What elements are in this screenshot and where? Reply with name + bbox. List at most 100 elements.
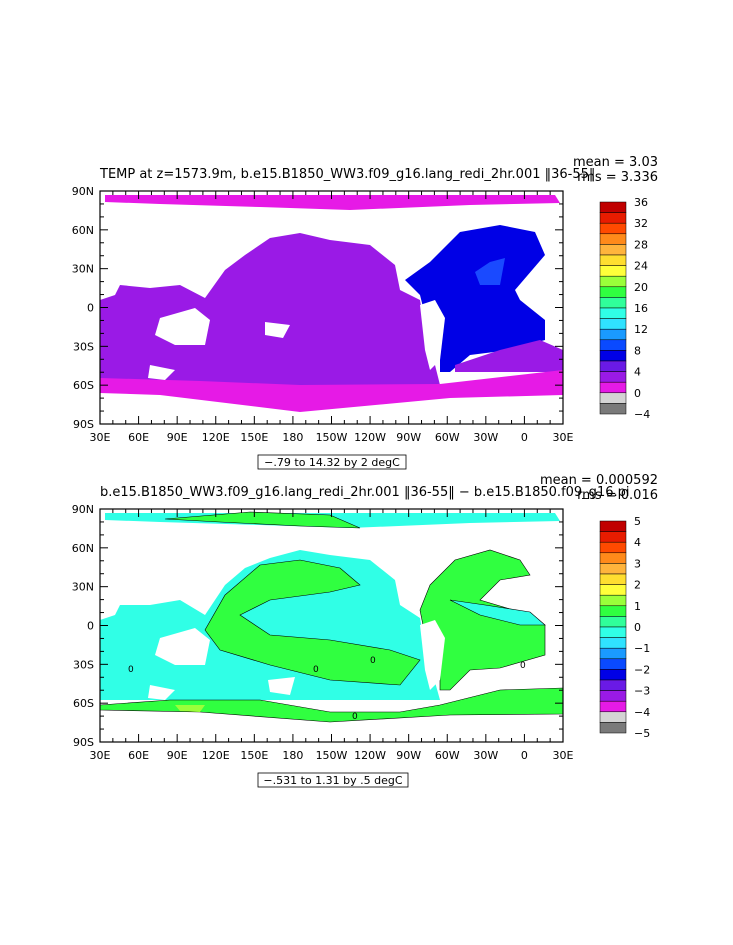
lon-tick-label: 30W [473, 749, 498, 762]
equatorial-band-diff [204, 559, 421, 686]
panel-1-rms: rms = 3.336 [577, 170, 658, 185]
lat-tick-label: 60N [72, 224, 94, 237]
panel-1-lon-axis: 30E 60E 90E 120E 150E 180 150W 120W 90W 60W 30W 0 30… [90, 191, 574, 444]
panel-2-lon-axis: 30E 60E 90E 120E 150E 180 150W 120W 90W 60W 30W 0 30… [90, 509, 574, 762]
colorbar-swatch [599, 297, 627, 309]
lat-tick-label: 30S [73, 658, 94, 671]
panel-1: TEMP at z=1573.9m, b.e15.B1850_WW3.f09_g… [72, 155, 658, 470]
panel-2-mean: mean = 0.000592 [540, 473, 658, 488]
colorbar-swatch [599, 573, 627, 585]
lon-tick-label: 30E [90, 749, 111, 762]
south-atlantic [455, 340, 563, 372]
contour-label: 0 [128, 665, 134, 675]
colorbar-label: −3 [634, 685, 650, 698]
colorbar-swatch [599, 254, 627, 266]
panel-2-lat-axis: 90N 60N 30N 0 30S 60S 90S [72, 503, 563, 749]
lon-tick-label: 90E [167, 431, 188, 444]
lon-tick-label: 30E [553, 749, 574, 762]
colorbar-swatch [599, 679, 627, 691]
lat-tick-label: 60N [72, 542, 94, 555]
indo-pacific-basin [100, 233, 440, 385]
lon-tick-label: 30E [90, 431, 111, 444]
colorbar-swatch [599, 318, 627, 330]
lat-tick-label: 90N [72, 503, 94, 516]
colorbar-swatch [599, 212, 627, 224]
lon-tick-label: 0 [521, 749, 528, 762]
lat-tick-label: 0 [87, 302, 94, 315]
colorbar-swatch [599, 669, 627, 681]
colorbar-swatch [599, 584, 627, 596]
colorbar-swatch [599, 541, 627, 554]
contour-label: 0 [313, 665, 319, 675]
colorbar-label: −4 [634, 408, 650, 421]
contour-label: 0 [370, 656, 376, 666]
colorbar-label: −5 [634, 727, 650, 740]
colorbar-label: 4 [634, 536, 641, 549]
colorbar-swatch [599, 392, 627, 404]
colorbar-swatch [599, 647, 627, 660]
colorbar-swatch [599, 339, 627, 351]
colorbar-swatch [599, 360, 627, 372]
colorbar-label: 12 [634, 323, 648, 336]
lon-tick-label: 150W [316, 749, 348, 762]
panel-1-range-box: −.79 to 14.32 by 2 degC [257, 454, 407, 470]
panel-2-map: 0 0 0 0 0 [99, 508, 564, 743]
lon-tick-label: 150W [316, 431, 348, 444]
colorbar-swatch [599, 328, 627, 341]
colorbar-swatch [599, 594, 627, 607]
colorbar-swatch [599, 711, 627, 723]
colorbar-swatch [599, 626, 627, 638]
panel-2-range-label: −.531 to 1.31 by .5 degC [263, 774, 402, 787]
lat-tick-label: 90S [73, 736, 94, 749]
colorbar-swatch [599, 233, 627, 245]
colorbar-label: 20 [634, 281, 648, 294]
panel-2-rms: rms = 0.016 [577, 488, 658, 503]
arctic-ocean [105, 195, 560, 210]
colorbar-swatch [599, 605, 627, 617]
colorbar-label: 1 [634, 600, 641, 613]
lat-tick-label: 60S [73, 379, 94, 392]
colorbar-swatch [599, 563, 627, 575]
colorbar-swatch [599, 286, 627, 298]
colorbar-label: −4 [634, 706, 650, 719]
colorbar-label: 32 [634, 217, 648, 230]
lon-tick-label: 30W [473, 431, 498, 444]
lon-tick-label: 120E [202, 749, 230, 762]
colorbar-label: 8 [634, 344, 641, 357]
colorbar-swatch [599, 244, 627, 256]
lat-tick-label: 30N [72, 263, 94, 276]
panel-1-title: TEMP at z=1573.9m, b.e15.B1850_WW3.f09_g… [99, 167, 595, 182]
lat-tick-label: 30N [72, 581, 94, 594]
colorbar-label: 0 [634, 387, 641, 400]
lat-tick-label: 30S [73, 340, 94, 353]
colorbar-swatch [599, 520, 627, 532]
lon-tick-label: 120W [354, 749, 386, 762]
lon-tick-label: 90W [396, 749, 421, 762]
colorbar-label: 16 [634, 302, 648, 315]
lat-tick-label: 90N [72, 185, 94, 198]
colorbar-swatch [599, 275, 627, 288]
colorbar-swatch [599, 531, 627, 543]
contour-label: 0 [352, 712, 358, 722]
panel-1-map [99, 190, 564, 425]
southern-ocean [100, 370, 563, 412]
colorbar-swatch [599, 658, 627, 670]
colorbar-label: 3 [634, 557, 641, 570]
colorbar-label: −2 [634, 663, 650, 676]
panel-2-colorbar: 5 4 3 2 1 0 −1 −2 −3 −4 −5 [599, 515, 650, 740]
colorbar-label: 5 [634, 515, 641, 528]
colorbar-swatch [599, 371, 627, 383]
panel-1-mean: mean = 3.03 [573, 155, 658, 170]
lon-tick-label: 180 [282, 749, 303, 762]
colorbar-swatch [599, 265, 627, 277]
panel-1-range-label: −.79 to 14.32 by 2 degC [264, 456, 400, 469]
lon-tick-label: 120E [202, 431, 230, 444]
colorbar-label: 24 [634, 260, 648, 273]
lon-tick-label: 60E [128, 749, 149, 762]
lon-tick-label: 120W [354, 431, 386, 444]
colorbar-label: 0 [634, 621, 641, 634]
lon-tick-label: 60W [435, 431, 460, 444]
lon-tick-label: 150E [240, 431, 268, 444]
southern-ocean-diff [99, 687, 564, 723]
